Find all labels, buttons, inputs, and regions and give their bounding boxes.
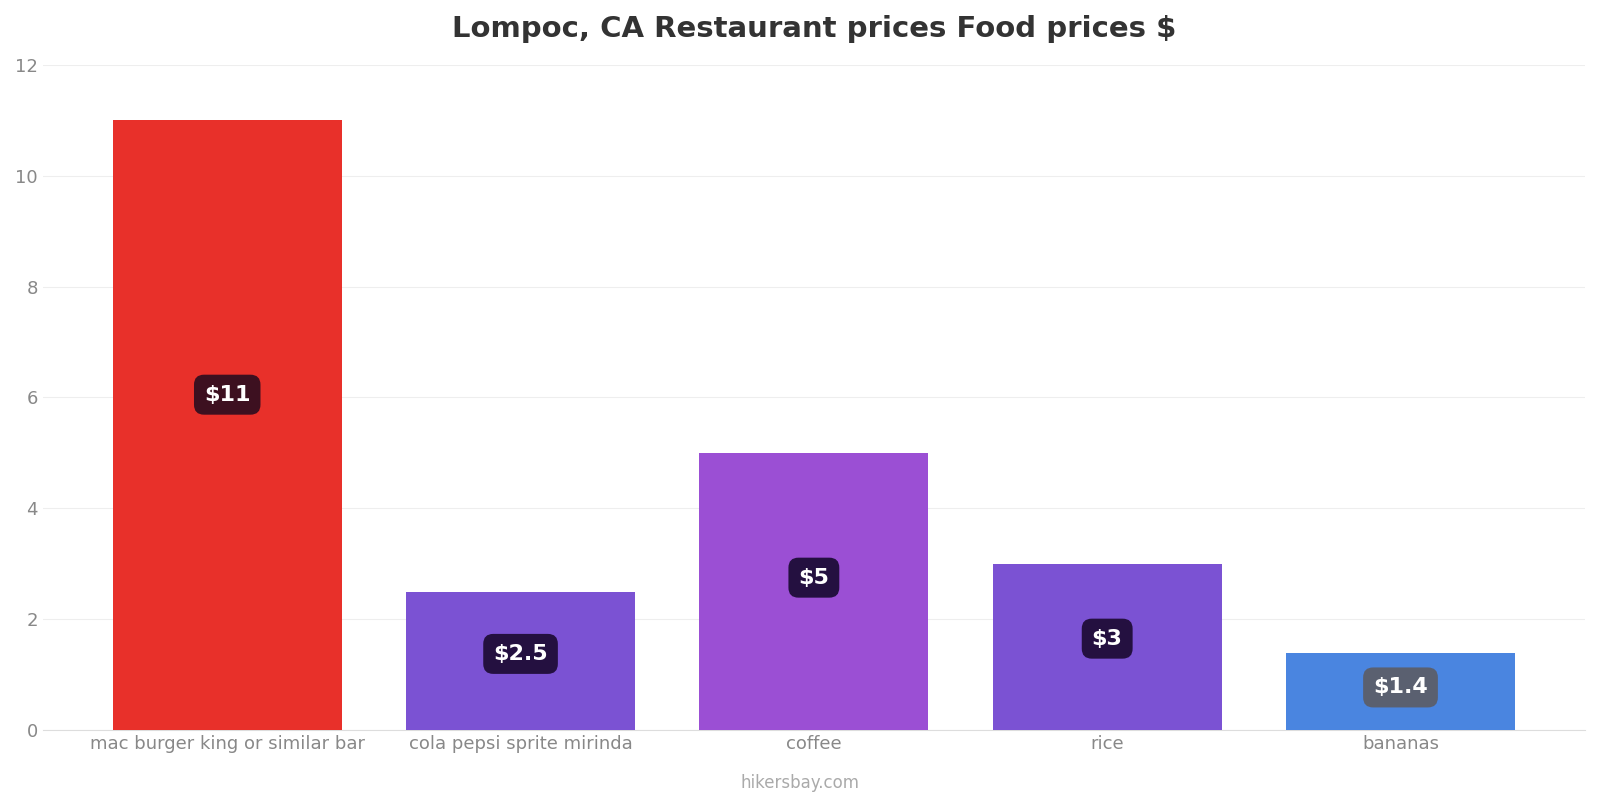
- Text: $2.5: $2.5: [493, 644, 547, 664]
- Bar: [406, 591, 635, 730]
- Text: hikersbay.com: hikersbay.com: [741, 774, 859, 792]
- Title: Lompoc, CA Restaurant prices Food prices $: Lompoc, CA Restaurant prices Food prices…: [451, 15, 1176, 43]
- Text: $11: $11: [203, 385, 251, 405]
- Bar: [699, 453, 928, 730]
- Bar: [114, 120, 342, 730]
- Text: $3: $3: [1091, 629, 1123, 649]
- Bar: [992, 564, 1221, 730]
- Bar: [1286, 653, 1515, 730]
- Text: $5: $5: [798, 568, 829, 588]
- Text: $1.4: $1.4: [1373, 678, 1427, 698]
